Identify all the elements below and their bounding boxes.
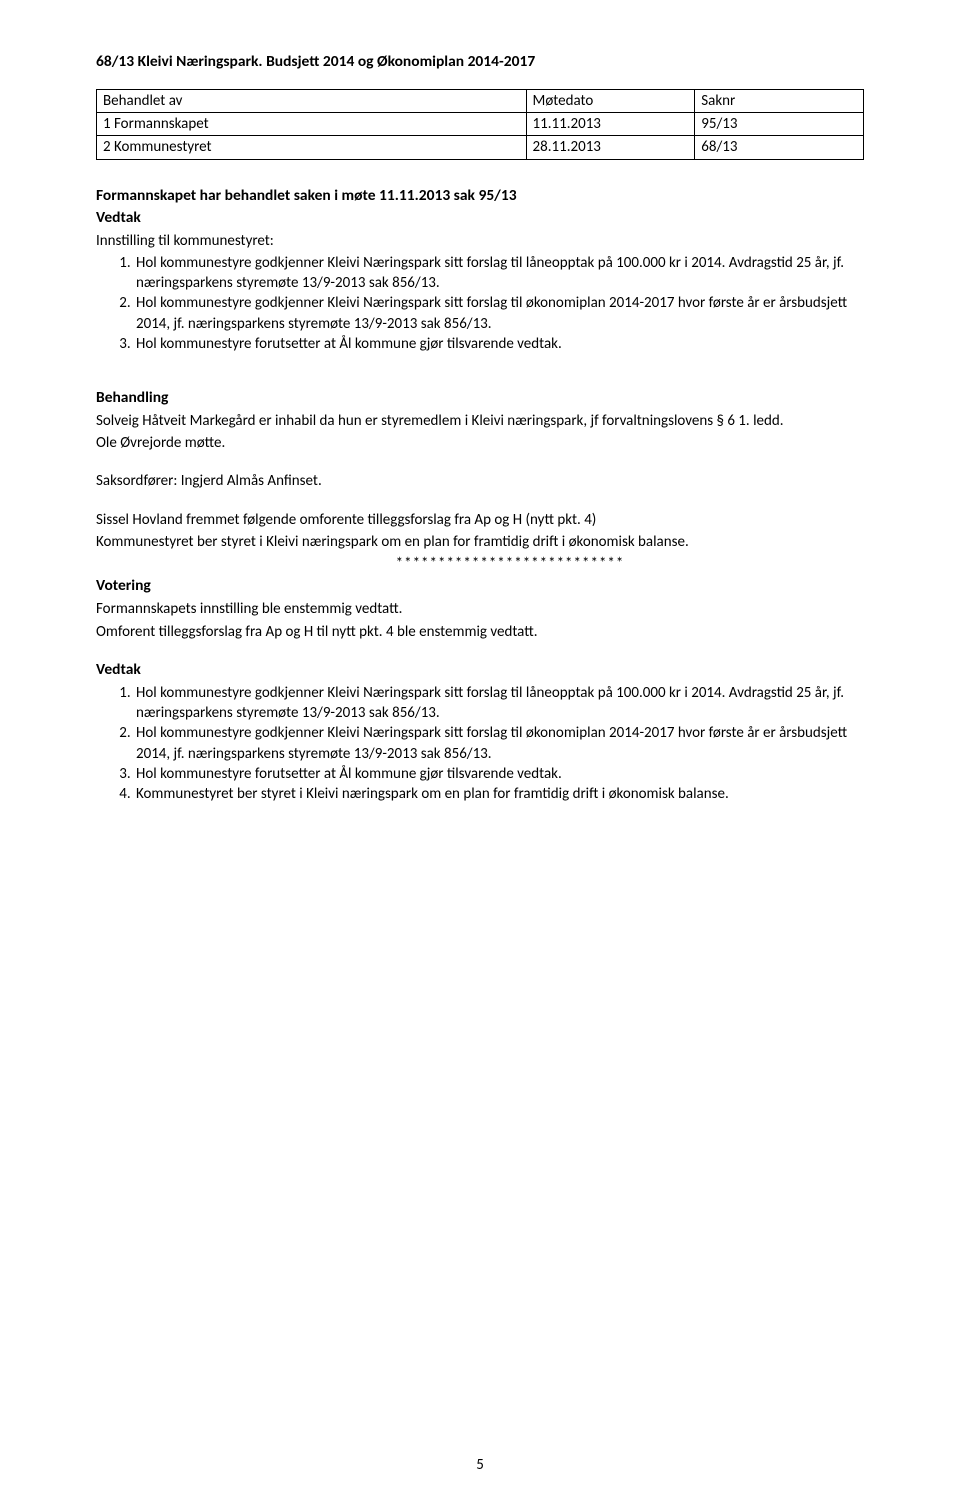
cell-date: 28.11.2013 bbox=[526, 136, 695, 159]
col-header-date: Møtedato bbox=[526, 89, 695, 112]
votering-l1: Formannskapets innstilling ble enstemmig… bbox=[96, 599, 864, 619]
table-header-row: Behandlet av Møtedato Saknr bbox=[97, 89, 864, 112]
innstilling-list: Hol kommunestyre godkjenner Kleivi Nærin… bbox=[96, 253, 864, 354]
behandling-p1: Solveig Håtveit Markegård er inhabil da … bbox=[96, 411, 864, 431]
cell-date: 11.11.2013 bbox=[526, 113, 695, 136]
list-item: Hol kommunestyre godkjenner Kleivi Nærin… bbox=[134, 723, 864, 764]
innstilling-line: Innstilling til kommunestyret: bbox=[96, 231, 864, 251]
behandling-p3: Saksordfører: Ingjerd Almås Anfinset. bbox=[96, 471, 864, 491]
section-heading-formannskapet: Formannskapet har behandlet saken i møte… bbox=[96, 186, 864, 207]
vedtak-heading-1: Vedtak bbox=[96, 208, 864, 229]
votering-heading: Votering bbox=[96, 576, 864, 597]
meta-table: Behandlet av Møtedato Saknr 1 Formannska… bbox=[96, 89, 864, 160]
behandling-p4b: Kommunestyret ber styret i Kleivi næring… bbox=[96, 532, 864, 552]
behandling-p2: Ole Øvrejorde møtte. bbox=[96, 433, 864, 453]
vedtak-heading-2: Vedtak bbox=[96, 660, 864, 681]
list-item: Hol kommunestyre godkjenner Kleivi Nærin… bbox=[134, 683, 864, 724]
cell-saknr: 95/13 bbox=[695, 113, 864, 136]
table-row: 1 Formannskapet 11.11.2013 95/13 bbox=[97, 113, 864, 136]
cell-body: 1 Formannskapet bbox=[97, 113, 527, 136]
list-item: Hol kommunestyre forutsetter at Ål kommu… bbox=[134, 764, 864, 784]
col-header-saknr: Saknr bbox=[695, 89, 864, 112]
page-number: 5 bbox=[0, 1455, 960, 1475]
list-item: Hol kommunestyre forutsetter at Ål kommu… bbox=[134, 334, 864, 354]
cell-body: 2 Kommunestyret bbox=[97, 136, 527, 159]
spacer bbox=[96, 372, 864, 388]
separator-stars: *************************** bbox=[96, 554, 864, 574]
cell-saknr: 68/13 bbox=[695, 136, 864, 159]
behandling-heading: Behandling bbox=[96, 388, 864, 409]
table-row: 2 Kommunestyret 28.11.2013 68/13 bbox=[97, 136, 864, 159]
page: 68/13 Kleivi Næringspark. Budsjett 2014 … bbox=[0, 0, 960, 1501]
list-item: Hol kommunestyre godkjenner Kleivi Nærin… bbox=[134, 293, 864, 334]
col-header-body: Behandlet av bbox=[97, 89, 527, 112]
doc-title: 68/13 Kleivi Næringspark. Budsjett 2014 … bbox=[96, 52, 864, 73]
list-item: Hol kommunestyre godkjenner Kleivi Nærin… bbox=[134, 253, 864, 294]
vedtak-list: Hol kommunestyre godkjenner Kleivi Nærin… bbox=[96, 683, 864, 805]
votering-l2: Omforent tilleggsforslag fra Ap og H til… bbox=[96, 622, 864, 642]
behandling-p4a: Sissel Hovland fremmet følgende omforent… bbox=[96, 510, 864, 530]
list-item: Kommunestyret ber styret i Kleivi næring… bbox=[134, 784, 864, 804]
